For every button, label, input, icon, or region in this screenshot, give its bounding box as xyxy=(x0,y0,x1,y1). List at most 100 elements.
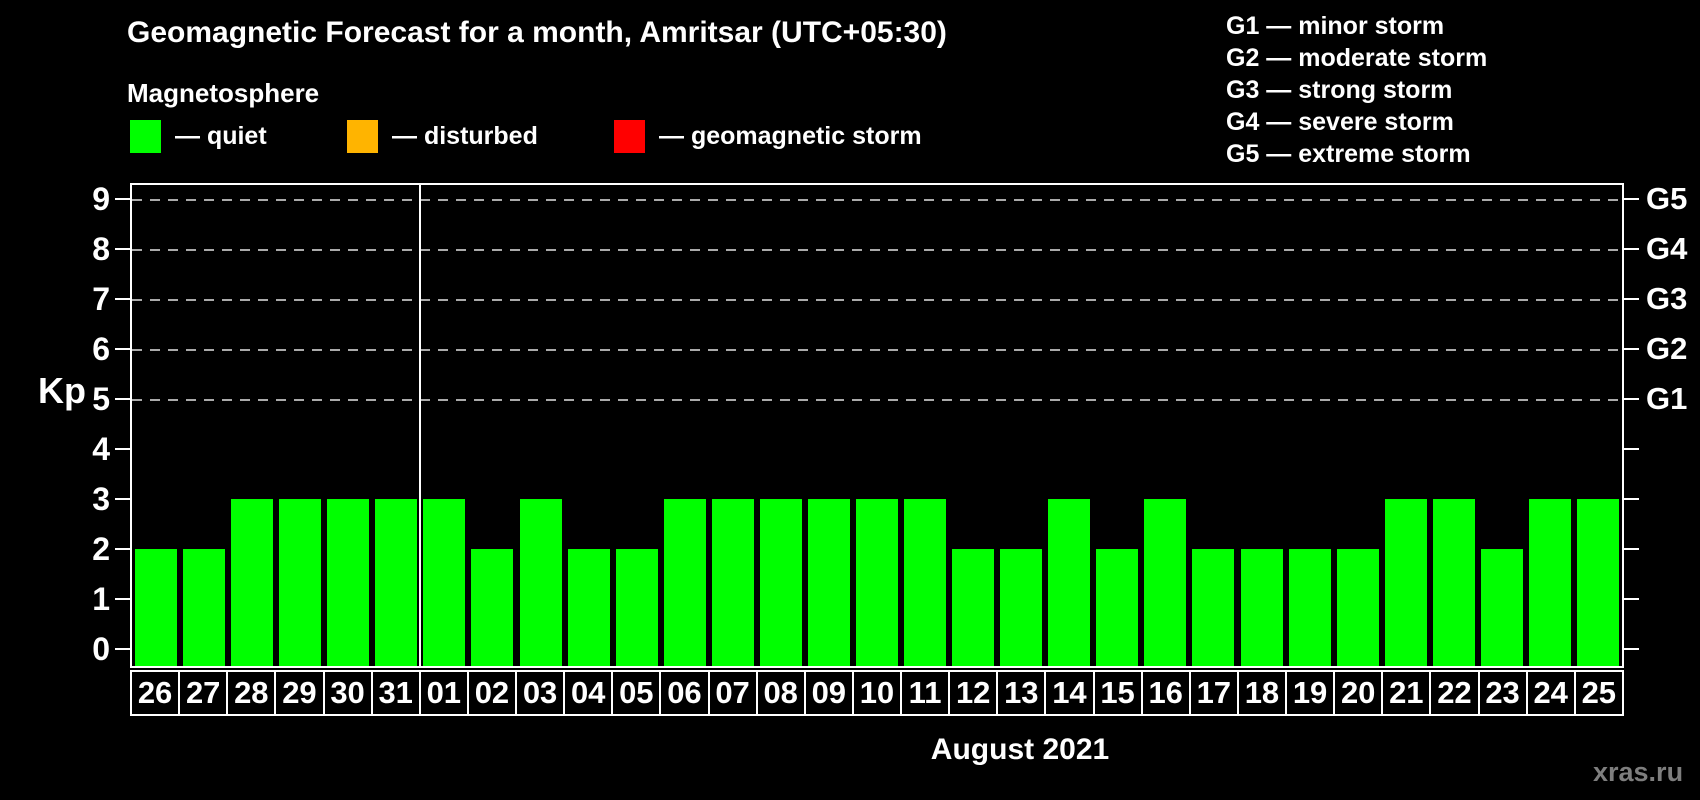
right-axis-label-g2: G2 xyxy=(1646,331,1688,366)
legend-item-disturbed: — disturbed xyxy=(347,120,538,153)
day-label-cell: 04 xyxy=(563,670,614,716)
day-label-cell: 24 xyxy=(1525,670,1576,716)
legend-label-quiet: — quiet xyxy=(175,122,267,150)
kp-bar-day-17 xyxy=(1192,549,1235,666)
day-label-cell: 27 xyxy=(178,670,229,716)
day-label-cell: 07 xyxy=(707,670,758,716)
gridline-g4 xyxy=(132,249,1622,251)
day-label-cell: 21 xyxy=(1381,670,1432,716)
day-label-cell: 17 xyxy=(1188,670,1239,716)
kp-bar-day-16 xyxy=(1144,499,1187,666)
y-axis-tick-left xyxy=(115,298,130,300)
y-axis-tick-left xyxy=(115,598,130,600)
y-axis-tick-label: 3 xyxy=(92,481,110,517)
storm-scale-line-g4: G4 — severe storm xyxy=(1226,108,1454,136)
legend-label-storm: — geomagnetic storm xyxy=(659,122,922,150)
day-label-cell: 15 xyxy=(1092,670,1143,716)
legend-item-quiet: — quiet xyxy=(130,120,267,153)
y-axis-tick-left xyxy=(115,648,130,650)
x-axis-title: August 2021 xyxy=(930,733,1110,766)
kp-bar-day-03 xyxy=(519,499,562,666)
kp-bar-day-31 xyxy=(375,499,418,666)
y-axis-tick-left xyxy=(115,248,130,250)
magnetosphere-label: Magnetosphere xyxy=(127,78,320,108)
kp-bar-day-04 xyxy=(567,549,610,666)
day-label-cell: 29 xyxy=(274,670,325,716)
kp-bar-day-02 xyxy=(471,549,514,666)
day-label-cell: 14 xyxy=(1044,670,1095,716)
kp-bar-day-06 xyxy=(663,499,706,666)
storm-scale-line-g2: G2 — moderate storm xyxy=(1226,44,1488,72)
day-label-cell: 28 xyxy=(226,670,277,716)
y-axis-tick-label: 7 xyxy=(92,281,110,317)
y-axis-tick-right xyxy=(1624,448,1639,450)
right-axis-label-g4: G4 xyxy=(1646,231,1688,266)
gridline-g3 xyxy=(132,299,1622,301)
y-axis-tick-label: 9 xyxy=(92,181,110,217)
disturbed-color-swatch xyxy=(347,120,378,153)
kp-bar-day-21 xyxy=(1384,499,1427,666)
chart-title: Geomagnetic Forecast for a month, Amrits… xyxy=(127,16,947,49)
kp-bar-day-24 xyxy=(1528,499,1571,666)
day-label-cell: 06 xyxy=(659,670,710,716)
kp-bar-day-30 xyxy=(327,499,370,666)
gridline-g5 xyxy=(132,199,1622,201)
day-label-cell: 12 xyxy=(948,670,999,716)
storm-scale-line-g5: G5 — extreme storm xyxy=(1226,140,1471,168)
y-axis-tick-label: 2 xyxy=(92,531,110,567)
kp-bar-day-25 xyxy=(1576,499,1619,666)
kp-bar-day-01 xyxy=(423,499,466,666)
y-axis-tick-right xyxy=(1624,598,1639,600)
kp-bar-day-26 xyxy=(135,549,178,666)
kp-bar-day-07 xyxy=(711,499,754,666)
day-label-cell: 16 xyxy=(1140,670,1191,716)
kp-bar-day-19 xyxy=(1288,549,1331,666)
watermark: xras.ru xyxy=(1593,757,1684,787)
kp-bar-day-11 xyxy=(904,499,947,666)
kp-bar-day-29 xyxy=(279,499,322,666)
day-label-cell: 13 xyxy=(996,670,1047,716)
y-axis-tick-label: 6 xyxy=(92,331,110,367)
plot-area xyxy=(130,183,1624,668)
day-label-cell: 20 xyxy=(1333,670,1384,716)
legend-label-disturbed: — disturbed xyxy=(392,122,538,150)
quiet-color-swatch xyxy=(130,120,161,153)
kp-bar-day-27 xyxy=(183,549,226,666)
kp-bar-day-14 xyxy=(1048,499,1091,666)
storm-scale-line-g3: G3 — strong storm xyxy=(1226,76,1453,104)
kp-bar-day-28 xyxy=(231,499,274,666)
y-axis-tick-left xyxy=(115,448,130,450)
kp-bar-day-15 xyxy=(1096,549,1139,666)
y-axis-tick-right xyxy=(1624,648,1639,650)
month-divider-line xyxy=(419,185,422,666)
kp-bar-day-23 xyxy=(1480,549,1523,666)
right-axis-label-g1: G1 xyxy=(1646,381,1688,416)
right-axis-label-g3: G3 xyxy=(1646,281,1688,316)
y-axis-tick-right xyxy=(1624,198,1639,200)
kp-bar-day-13 xyxy=(1000,549,1043,666)
day-label-cell: 22 xyxy=(1429,670,1480,716)
y-axis-tick-label: 0 xyxy=(92,631,110,667)
kp-bar-day-10 xyxy=(856,499,898,666)
gridline-g2 xyxy=(132,349,1622,351)
day-label-cell: 23 xyxy=(1477,670,1528,716)
y-axis-tick-right xyxy=(1624,398,1639,400)
day-label-cell: 26 xyxy=(130,670,181,716)
y-axis-tick-right xyxy=(1624,248,1639,250)
day-label-cell: 03 xyxy=(515,670,566,716)
y-axis-tick-right xyxy=(1624,548,1639,550)
storm-color-swatch xyxy=(614,120,645,153)
day-label-cell: 02 xyxy=(466,670,517,716)
kp-bar-day-05 xyxy=(615,549,658,666)
kp-bar-day-22 xyxy=(1432,499,1475,666)
y-axis-tick-label: 1 xyxy=(92,581,110,617)
y-axis-tick-label: 5 xyxy=(92,381,110,417)
kp-bar-day-09 xyxy=(807,499,850,666)
storm-scale-line-g1: G1 — minor storm xyxy=(1226,12,1445,40)
day-label-cell: 18 xyxy=(1236,670,1287,716)
gridline-g1 xyxy=(132,399,1622,401)
y-axis-tick-right xyxy=(1624,498,1639,500)
kp-bar-day-18 xyxy=(1240,549,1283,666)
y-axis-title: Kp xyxy=(38,370,86,411)
day-label-cell: 01 xyxy=(418,670,469,716)
